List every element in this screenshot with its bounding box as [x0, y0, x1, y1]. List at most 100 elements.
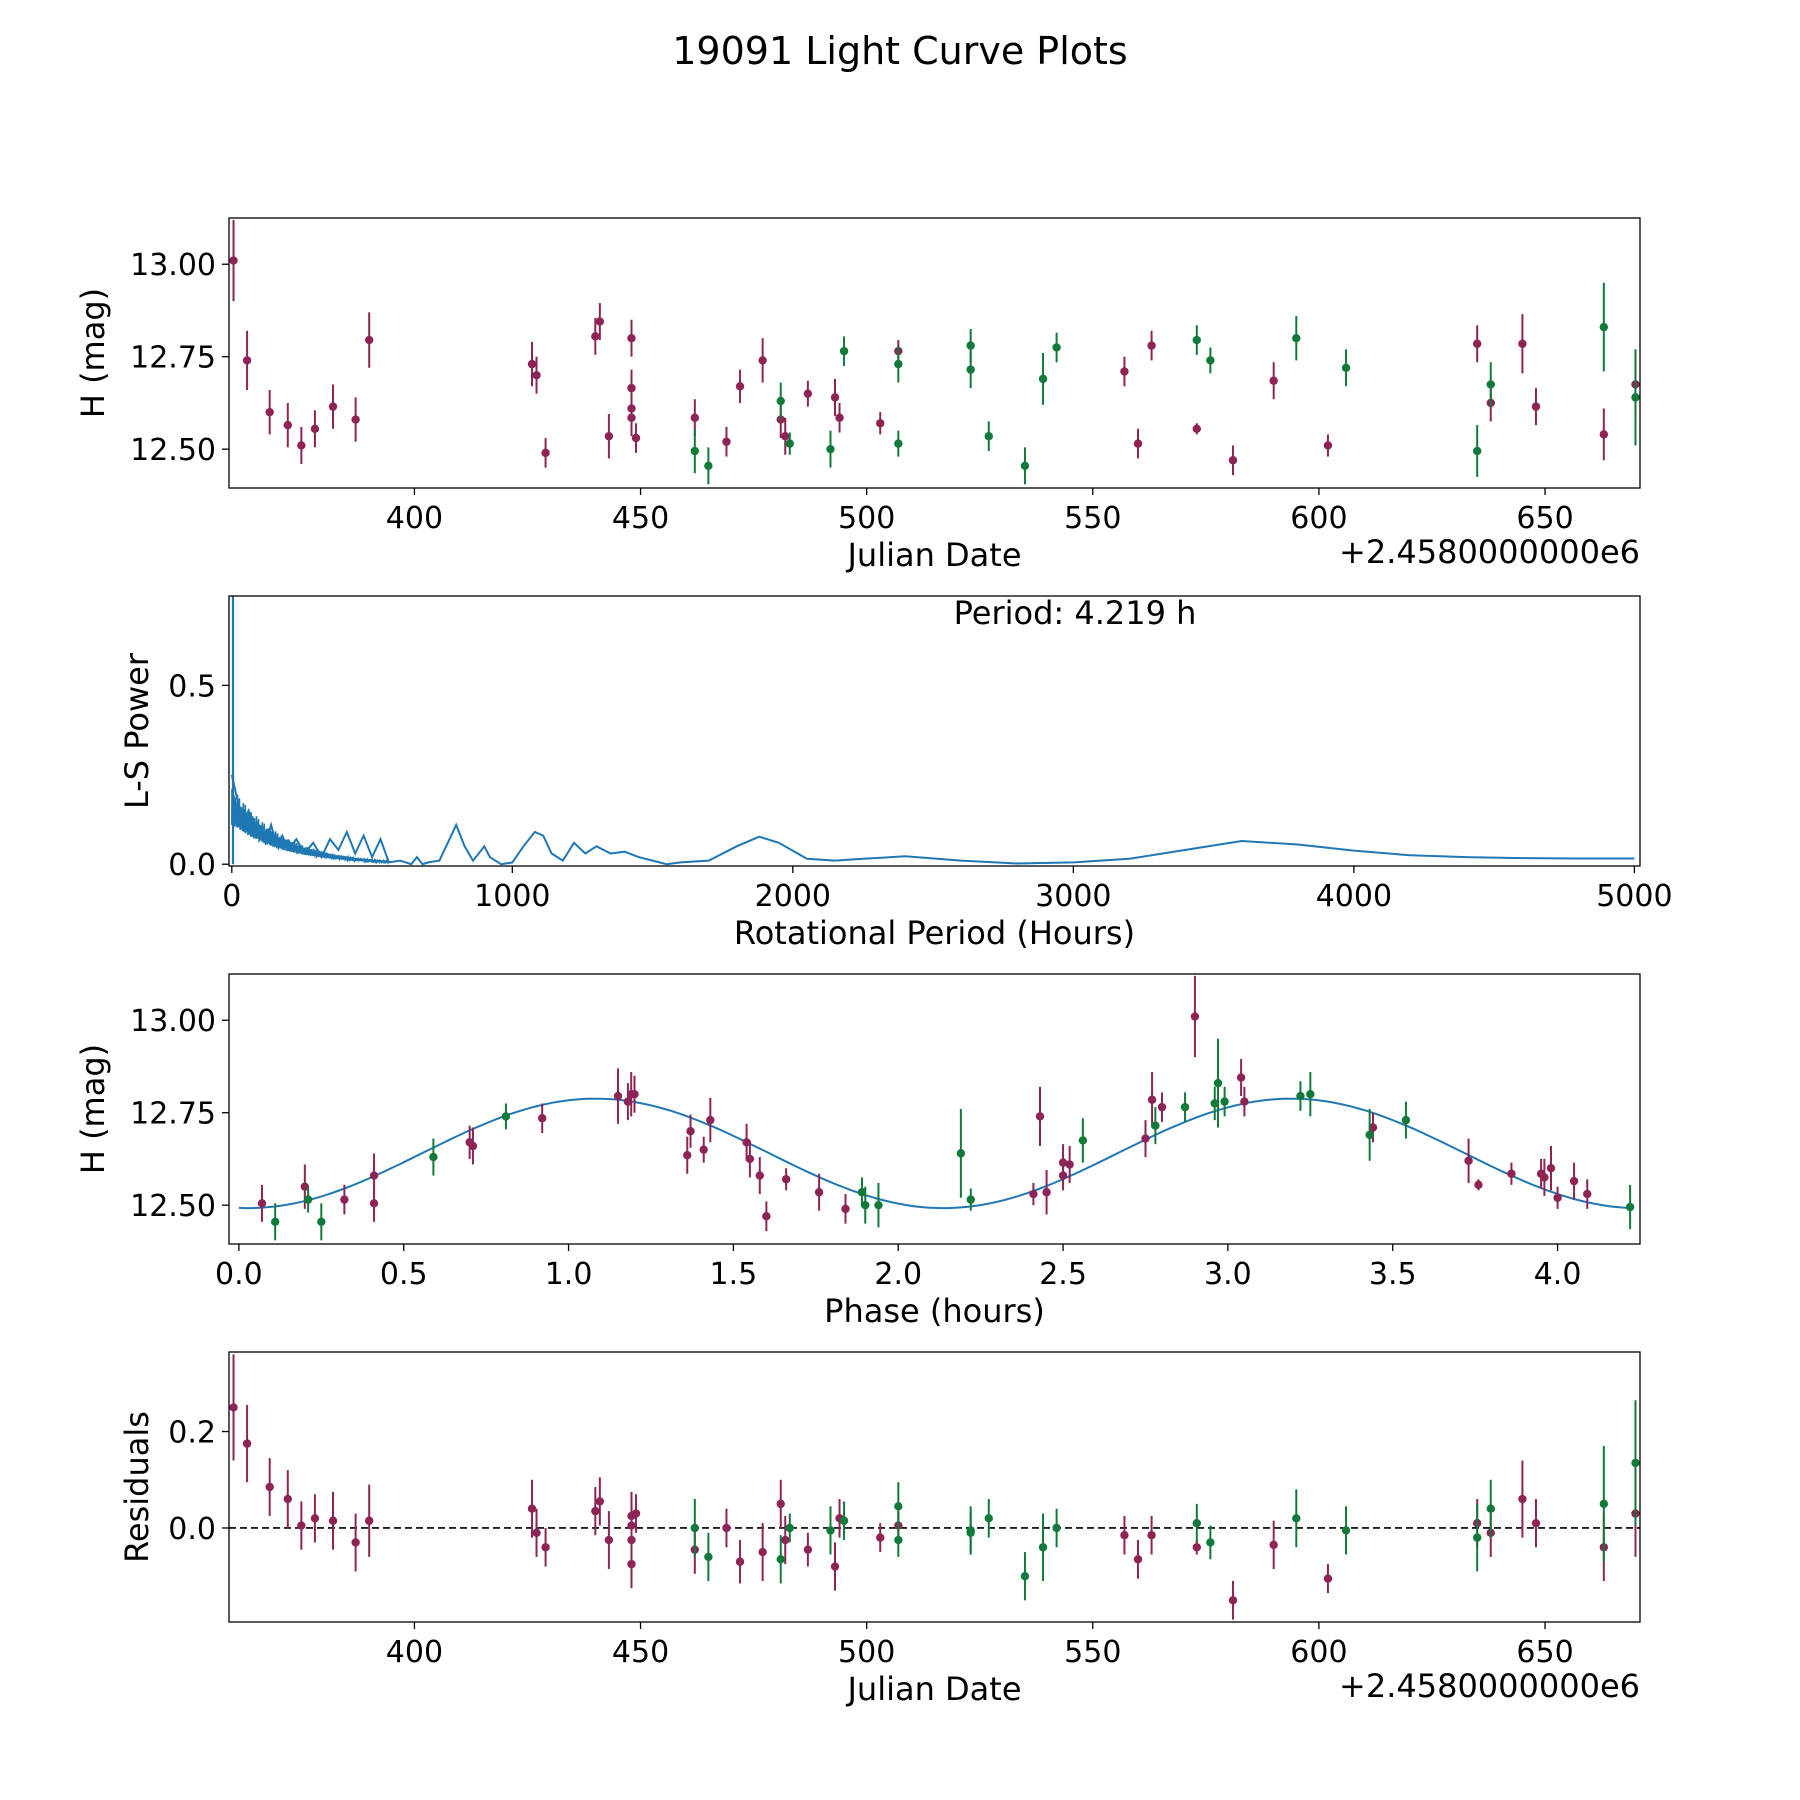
- purple-data-point: [830, 393, 840, 402]
- green-data-point: [690, 1523, 700, 1533]
- purple-data-point: [265, 407, 274, 417]
- green-data-point: [1206, 1538, 1215, 1547]
- green-data-point: [1192, 1518, 1202, 1528]
- purple-data-point: [722, 1523, 731, 1533]
- green-data-point: [894, 439, 903, 448]
- green-data-point: [1052, 1523, 1061, 1533]
- purple-data-point: [1029, 1189, 1038, 1199]
- purple-data-point: [229, 1403, 238, 1412]
- green-data-point: [776, 1555, 785, 1564]
- x-tick-label: 3.0: [1204, 1257, 1252, 1292]
- purple-data-point: [340, 1195, 349, 1204]
- green-data-point: [1599, 322, 1609, 332]
- purple-data-point: [1569, 1176, 1579, 1186]
- x-tick-label: 2000: [755, 879, 831, 914]
- purple-data-point: [527, 1504, 537, 1513]
- y-tick-label: 13.00: [130, 1004, 216, 1039]
- purple-data-point: [283, 420, 292, 430]
- purple-data-point: [876, 419, 885, 428]
- purple-data-point: [532, 370, 541, 380]
- figure-title: 19091 Light Curve Plots: [672, 29, 1127, 73]
- green-data-point: [501, 1112, 511, 1121]
- purple-data-point: [814, 1188, 824, 1197]
- purple-data-point: [762, 1212, 771, 1221]
- purple-data-point: [364, 335, 374, 345]
- purple-data-point: [1323, 1574, 1333, 1583]
- green-data-point: [1486, 1504, 1495, 1513]
- y-tick-label: 12.75: [130, 341, 216, 376]
- green-data-point: [861, 1200, 870, 1210]
- plot-frame: [228, 1351, 1641, 1623]
- y-tick-label: 0.5: [168, 669, 216, 704]
- purple-data-point: [1583, 1189, 1592, 1199]
- x-tick-label: 400: [386, 1635, 443, 1670]
- purple-data-point: [631, 1509, 641, 1518]
- purple-data-point: [1531, 1518, 1541, 1528]
- green-data-point: [1365, 1130, 1374, 1140]
- purple-data-point: [627, 1559, 636, 1569]
- model-curve: [238, 1097, 1631, 1210]
- purple-data-point: [758, 1547, 767, 1557]
- purple-data-point: [745, 1154, 755, 1164]
- green-data-point: [1472, 446, 1482, 456]
- purple-data-point: [1518, 1494, 1527, 1504]
- y-tick-label: 12.50: [130, 1189, 216, 1224]
- purple-data-point: [297, 1521, 306, 1530]
- green-data-point: [1631, 393, 1640, 402]
- light-curve-panel: 400 450 500 550 600 650 12.50 12.75 13.00 Julian …: [74, 217, 1641, 574]
- x-tick-label: 3.5: [1369, 1257, 1417, 1292]
- purple-data-point: [1190, 1012, 1200, 1021]
- x-offset-label: +2.4580000000e6: [1339, 1667, 1640, 1705]
- periodogram-line: [230, 774, 1635, 866]
- purple-data-point: [735, 382, 745, 391]
- green-data-point: [1038, 374, 1048, 384]
- green-data-point: [1192, 335, 1202, 345]
- purple-data-point: [1065, 1160, 1074, 1169]
- purple-data-point: [541, 448, 550, 458]
- x-tick-label: 5000: [1596, 879, 1672, 914]
- purple-data-point: [835, 413, 844, 422]
- purple-data-point: [537, 1114, 547, 1123]
- purple-data-point: [1507, 1169, 1516, 1178]
- purple-data-point: [841, 1204, 850, 1214]
- purple-data-point: [755, 1171, 764, 1180]
- purple-data-point: [758, 356, 767, 365]
- purple-data-point: [1147, 1531, 1156, 1540]
- purple-data-point: [803, 389, 813, 398]
- x-axis-label: Rotational Period (Hours): [734, 914, 1135, 952]
- x-axis-label: Julian Date: [845, 1670, 1021, 1708]
- purple-data-point: [468, 1141, 478, 1151]
- purple-data-point: [631, 433, 641, 443]
- periodogram-panel: Period: 4.219 h 0 1000 2000 3000 4000 5000 0.0 0…: [118, 594, 1673, 952]
- green-data-point: [894, 359, 903, 369]
- purple-data-point: [683, 1151, 692, 1160]
- green-data-point: [966, 1526, 975, 1535]
- green-data-point: [270, 1217, 280, 1227]
- x-axis-label: Julian Date: [845, 536, 1021, 574]
- x-tick-label: 2.0: [874, 1257, 922, 1292]
- purple-data-point: [742, 1138, 751, 1147]
- x-tick-label: 450: [612, 501, 669, 536]
- green-data-point: [1151, 1121, 1160, 1130]
- purple-data-point: [1323, 441, 1333, 450]
- phase-folded-panel: 0.0 0.5 1.0 1.5 2.0 2.5 3.0 3.5 4.0 12.50 12.75 13.…: [74, 973, 1641, 1330]
- purple-data-point: [257, 1199, 267, 1208]
- purple-data-point: [1035, 1112, 1045, 1121]
- green-data-point: [984, 1514, 993, 1523]
- green-data-point: [1292, 334, 1301, 343]
- purple-data-point: [876, 1533, 885, 1542]
- purple-data-point: [351, 1538, 360, 1547]
- green-data-point: [1292, 1514, 1301, 1523]
- purple-data-point: [630, 1090, 639, 1099]
- x-tick-label: 400: [386, 501, 443, 536]
- purple-data-point: [595, 317, 605, 326]
- x-tick-label: 4000: [1316, 879, 1392, 914]
- purple-data-point: [1228, 1596, 1238, 1605]
- purple-data-point: [1531, 402, 1541, 411]
- green-data-point: [1220, 1097, 1229, 1106]
- purple-data-point: [604, 1535, 614, 1545]
- green-data-point: [966, 365, 975, 374]
- purple-data-point: [686, 1126, 695, 1136]
- purple-data-point: [1120, 1531, 1129, 1540]
- x-tick-label: 4.0: [1534, 1257, 1582, 1292]
